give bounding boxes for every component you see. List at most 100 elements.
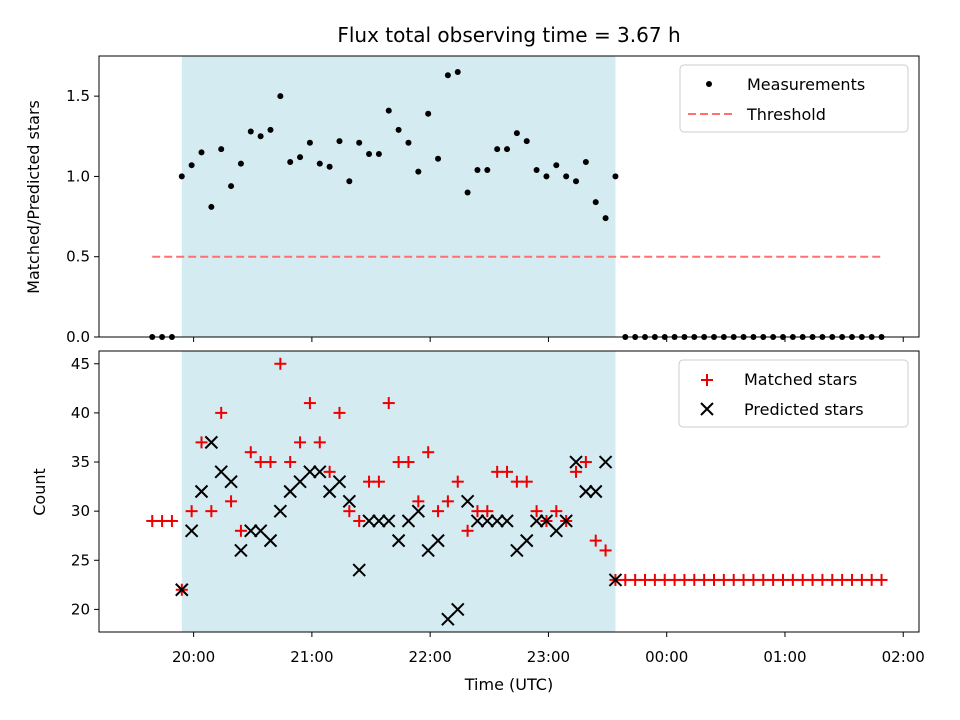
matched-stars-point [225,495,238,508]
matched-stars-point [402,456,415,469]
measurements-point [582,158,589,165]
measurements-point [612,173,619,180]
predicted-stars-point [352,563,366,577]
ratio-y-tick-label: 0.0 [66,328,90,346]
matched-stars-point [274,357,287,370]
ratio-y-tick-label: 1.0 [66,167,90,185]
matched-stars-point [441,495,454,508]
predicted-stars-point [460,494,475,509]
ratio-y-tick-label: 1.5 [66,87,90,105]
matched-stars-point [195,436,208,449]
measurements-point [425,110,432,117]
measurements-point [208,203,215,210]
predicted-stars-point [391,533,406,548]
matched-stars-point [481,505,494,518]
predicted-stars-point [608,573,623,587]
predicted-stars-point [204,435,219,450]
matched-stars-point [333,406,346,419]
measurements-point [247,128,254,135]
measurements-point [287,158,294,165]
x-tick-label: 23:00 [527,648,570,666]
matched-stars-point [451,475,464,488]
matched-stars-point [599,544,612,557]
measurements-point [178,173,185,180]
predicted-stars-point [520,533,534,548]
predicted-stars-point [175,583,189,597]
matched-stars-point [570,465,583,478]
measurements-point [484,167,491,174]
predicted-stars-point [529,514,544,528]
ratio-y-axis-label: Matched/Predicted stars [24,100,43,294]
matched-stars-point [432,505,445,518]
measurements-point [504,146,511,153]
matched-stars-legend-marker [701,374,713,386]
predicted-stars-point [263,533,278,548]
predicted-stars-point [589,484,603,499]
measurements-point [513,130,520,137]
predicted-stars-point [411,504,426,518]
predicted-stars-point [362,514,376,528]
count-y-tick-label: 30 [71,502,90,520]
predicted-stars-point [332,474,347,489]
count-y-tick-label: 35 [71,453,90,471]
predicted-stars-point [490,514,504,528]
matched-stars-legend-label: Matched stars [744,370,857,389]
measurements-point [218,146,225,153]
measurements-point [405,139,412,146]
measurements-point [474,167,481,174]
measurements-point [366,150,373,157]
x-tick-label: 00:00 [645,648,688,666]
matched-stars-point [185,505,198,518]
matched-stars-point [550,505,563,518]
measurements-point [188,162,195,169]
count-y-tick-label: 40 [71,404,90,422]
predicted-stars-point [234,543,248,558]
matched-stars-point [520,475,533,488]
measurements-point [326,163,333,170]
matched-stars-point [579,456,592,469]
predicted-stars-legend-label: Predicted stars [744,400,864,419]
chart-title: Flux total observing time = 3.67 h [337,23,680,47]
x-tick-label: 21:00 [290,648,333,666]
x-tick-label: 02:00 [882,648,925,666]
measurements-point [346,178,353,185]
measurements-point [297,154,304,161]
measurements-point [602,215,609,222]
predicted-stars-point [470,514,485,528]
matched-stars-point [165,514,178,527]
predicted-stars-point [194,484,209,499]
matched-stars-point [875,573,888,586]
matched-stars-point [264,456,277,469]
measurements-point [267,126,274,133]
measurements-point [592,199,599,206]
matched-stars-point [294,436,307,449]
matched-stars-point [303,397,316,410]
measurements-legend-marker [706,81,712,87]
predicted-stars-point [431,533,445,548]
measurements-point [435,155,442,162]
measurements-point [257,133,264,140]
ratio-legend: Measurements Threshold [679,64,909,133]
measurements-point [563,173,570,180]
measurements-point [306,139,313,146]
measurements-legend-label: Measurements [747,75,865,94]
predicted-stars-point [451,602,465,617]
predicted-stars-point [598,455,613,469]
measurements-point [464,189,471,196]
predicted-stars-point [579,484,593,499]
measurements-point [533,167,540,174]
measurements-point [573,178,580,185]
predicted-stars-point [500,514,514,528]
measurements-point [198,149,205,156]
matched-stars-point [589,534,602,547]
x-tick-label: 22:00 [409,648,452,666]
count-legend-box [678,359,909,428]
matched-stars-point [284,456,297,469]
matched-stars-point [244,446,257,459]
measurements-point [494,146,501,153]
predicted-stars-legend-marker [700,402,714,416]
matched-stars-point [412,495,425,508]
matched-stars-point [234,524,247,537]
measurements-point [277,93,284,100]
